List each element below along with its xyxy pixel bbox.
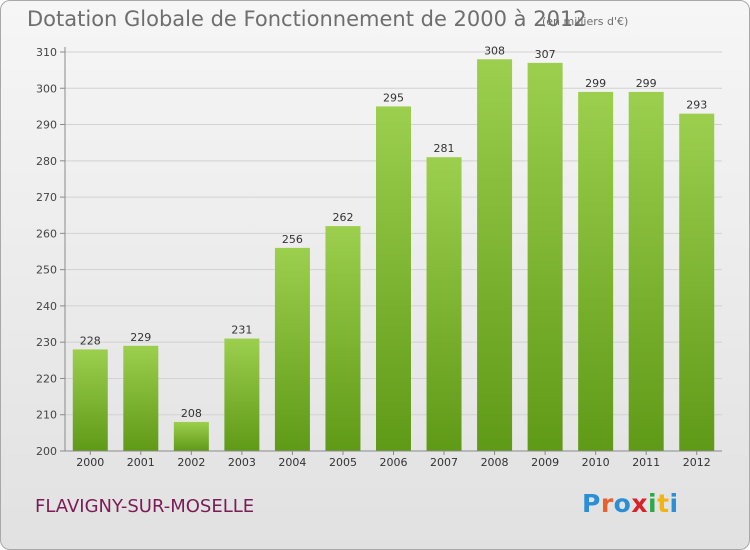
- data-label-2007: 281: [434, 142, 455, 155]
- x-tick-label-2007: 2007: [430, 456, 458, 469]
- bar-2006: [376, 106, 411, 451]
- data-labels: 228 229 208 231 256 262 295 281 308 307 299 299 293: [80, 44, 707, 420]
- x-tick-label-2000: 2000: [76, 456, 104, 469]
- bar-2010: [578, 91, 614, 452]
- data-label-2012: 293: [686, 99, 707, 112]
- logo-letter: o: [613, 489, 632, 518]
- data-label-2005: 262: [332, 211, 353, 224]
- x-tick-label-2008: 2008: [481, 456, 509, 469]
- data-label-2003: 231: [231, 324, 252, 337]
- logo-letter: i: [669, 489, 679, 518]
- bars: [72, 59, 715, 452]
- y-tick-label: 300: [36, 82, 57, 95]
- bar-2009: [527, 62, 563, 452]
- y-tick-label: 230: [36, 336, 57, 349]
- data-label-2011: 299: [636, 77, 657, 90]
- y-tick-label: 270: [36, 191, 57, 204]
- data-label-2001: 229: [130, 331, 151, 344]
- logo-letter: x: [631, 489, 648, 518]
- data-label-2004: 256: [282, 233, 303, 246]
- x-tick-label-2005: 2005: [329, 456, 357, 469]
- logo-letter: P: [582, 489, 601, 518]
- y-tick-label: 280: [36, 155, 57, 168]
- bar-2011: [628, 91, 664, 452]
- proxiti-logo: Proxiti: [582, 489, 679, 518]
- data-label-2009: 307: [535, 48, 556, 61]
- logo-letter: t: [657, 489, 670, 518]
- data-label-2002: 208: [181, 407, 202, 420]
- x-tick-label-2003: 2003: [228, 456, 256, 469]
- data-label-2006: 295: [383, 91, 404, 104]
- x-tick-label-2012: 2012: [683, 456, 711, 469]
- bar-2007: [426, 157, 462, 451]
- y-tick-label: 220: [36, 372, 57, 385]
- bar-2005: [325, 226, 361, 451]
- chart-unit: (en milliers d'€): [542, 15, 629, 28]
- data-label-2000: 228: [80, 334, 101, 347]
- x-tick-label-2010: 2010: [582, 456, 610, 469]
- bar-2001: [123, 345, 159, 451]
- data-label-2008: 308: [484, 44, 505, 57]
- y-tick-label: 210: [36, 409, 57, 422]
- y-tick-label: 200: [36, 445, 57, 458]
- bar-2008: [477, 59, 513, 451]
- x-tick-label-2011: 2011: [632, 456, 660, 469]
- axes: 200 210 220 230 240 250 260 270 280 290 300 310 2000…: [36, 46, 722, 469]
- x-tick-label-2006: 2006: [380, 456, 408, 469]
- x-tick-label-2001: 2001: [127, 456, 155, 469]
- bar-2004: [274, 247, 310, 451]
- y-tick-label: 260: [36, 227, 57, 240]
- x-tick-label-2002: 2002: [177, 456, 205, 469]
- x-tick-label-2004: 2004: [278, 456, 306, 469]
- data-label-2010: 299: [585, 77, 606, 90]
- logo-letter: i: [648, 489, 658, 518]
- y-tick-label: 250: [36, 264, 57, 277]
- y-tick-label: 240: [36, 300, 57, 313]
- bar-2003: [224, 338, 260, 451]
- x-tick-label-2009: 2009: [531, 456, 559, 469]
- logo-letter: r: [600, 489, 614, 518]
- bar-2000: [72, 349, 108, 451]
- commune-name: FLAVIGNY-SUR-MOSELLE: [35, 496, 255, 517]
- y-tick-label: 310: [36, 46, 57, 59]
- y-tick-label: 290: [36, 119, 57, 132]
- chart-title: Dotation Globale de Fonctionnement de 20…: [27, 7, 587, 31]
- bar-2012: [679, 113, 715, 451]
- bar-2002: [173, 421, 209, 451]
